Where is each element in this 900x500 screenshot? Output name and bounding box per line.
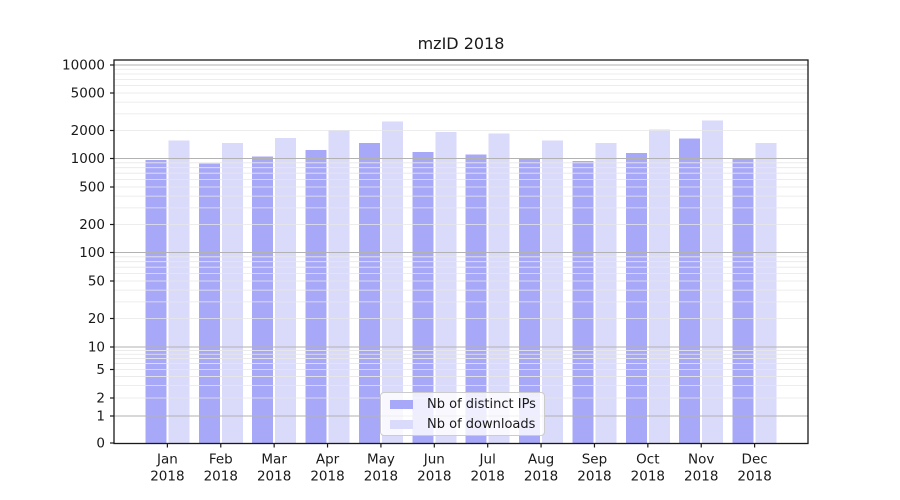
x-tick-label-month: Aug — [528, 452, 554, 468]
x-tick-label-month: Dec — [742, 452, 768, 468]
x-tick-label-month: Jul — [479, 452, 496, 468]
x-tick-label-month: Apr — [316, 452, 340, 468]
y-tick-label: 500 — [79, 180, 105, 196]
y-tick-label: 2 — [96, 391, 105, 407]
y-tick-label: 100 — [79, 245, 105, 261]
x-tick-label-month: May — [367, 452, 395, 468]
bar-downloads-jan — [168, 140, 190, 444]
legend-swatch-distinct-ips — [390, 399, 413, 409]
y-tick-label: 1 — [96, 409, 105, 425]
bar-downloads-jul — [488, 133, 510, 444]
bar-downloads-mar — [275, 137, 297, 444]
bar-distinct-ips-apr — [305, 150, 327, 444]
bar-downloads-nov — [702, 120, 724, 444]
legend-label-distinct-ips: Nb of distinct IPs — [427, 396, 536, 412]
x-tick-label-year: 2018 — [364, 469, 398, 485]
x-tick-label-month: Sep — [582, 452, 607, 468]
bar-downloads-sep — [595, 142, 617, 444]
chart-title: mzID 2018 — [417, 34, 505, 53]
legend-item-downloads: Nb of downloads — [381, 415, 544, 433]
bar-downloads-feb — [221, 143, 243, 444]
x-tick-label-month: Jun — [423, 452, 445, 468]
x-tick-label-month: Oct — [636, 452, 659, 468]
bar-distinct-ips-jul — [465, 154, 487, 444]
y-tick-label: 50 — [88, 274, 105, 290]
bar-downloads-oct — [648, 129, 670, 444]
legend-item-distinct-ips: Nb of distinct IPs — [381, 395, 544, 413]
x-tick-label-year: 2018 — [471, 469, 505, 485]
bar-downloads-apr — [328, 130, 350, 444]
x-tick-label-year: 2018 — [737, 469, 771, 485]
x-tick-label-year: 2018 — [631, 469, 665, 485]
x-tick-label-month: Mar — [261, 452, 287, 468]
x-tick-label-year: 2018 — [524, 469, 558, 485]
y-tick-label: 200 — [79, 217, 105, 233]
bar-downloads-jun — [435, 132, 457, 444]
x-tick-label-year: 2018 — [150, 469, 184, 485]
y-tick-label: 1000 — [71, 151, 105, 167]
y-tick-label: 2000 — [71, 123, 105, 139]
legend-label-downloads: Nb of downloads — [427, 416, 536, 432]
y-tick-label: 10000 — [62, 58, 105, 74]
legend-swatch-downloads — [390, 419, 413, 429]
legend: Nb of distinct IPs Nb of downloads — [380, 392, 545, 436]
bar-distinct-ips-nov — [679, 138, 701, 444]
x-tick-label-year: 2018 — [417, 469, 451, 485]
bar-distinct-ips-oct — [625, 152, 647, 444]
bar-downloads-dec — [755, 143, 777, 444]
bar-downloads-may — [381, 121, 403, 444]
x-tick-label-year: 2018 — [310, 469, 344, 485]
x-tick-label-month: Nov — [688, 452, 714, 468]
bar-distinct-ips-aug — [519, 158, 541, 444]
x-tick-label-month: Jan — [156, 452, 178, 468]
bar-distinct-ips-feb — [198, 163, 220, 444]
bar-distinct-ips-dec — [732, 158, 754, 444]
y-tick-label: 10 — [88, 340, 105, 356]
y-tick-label: 5 — [96, 362, 105, 378]
x-tick-label-year: 2018 — [684, 469, 718, 485]
y-tick-label: 0 — [96, 436, 105, 452]
y-tick-label: 5000 — [71, 86, 105, 102]
plot-border — [113, 59, 809, 445]
y-tick-label: 20 — [88, 311, 105, 327]
x-tick-label-year: 2018 — [257, 469, 291, 485]
x-tick-label-year: 2018 — [204, 469, 238, 485]
x-tick-label-year: 2018 — [577, 469, 611, 485]
x-tick-label-month: Feb — [209, 452, 233, 468]
bar-downloads-aug — [542, 140, 564, 444]
bar-distinct-ips-may — [358, 143, 380, 444]
bar-distinct-ips-mar — [252, 156, 274, 444]
